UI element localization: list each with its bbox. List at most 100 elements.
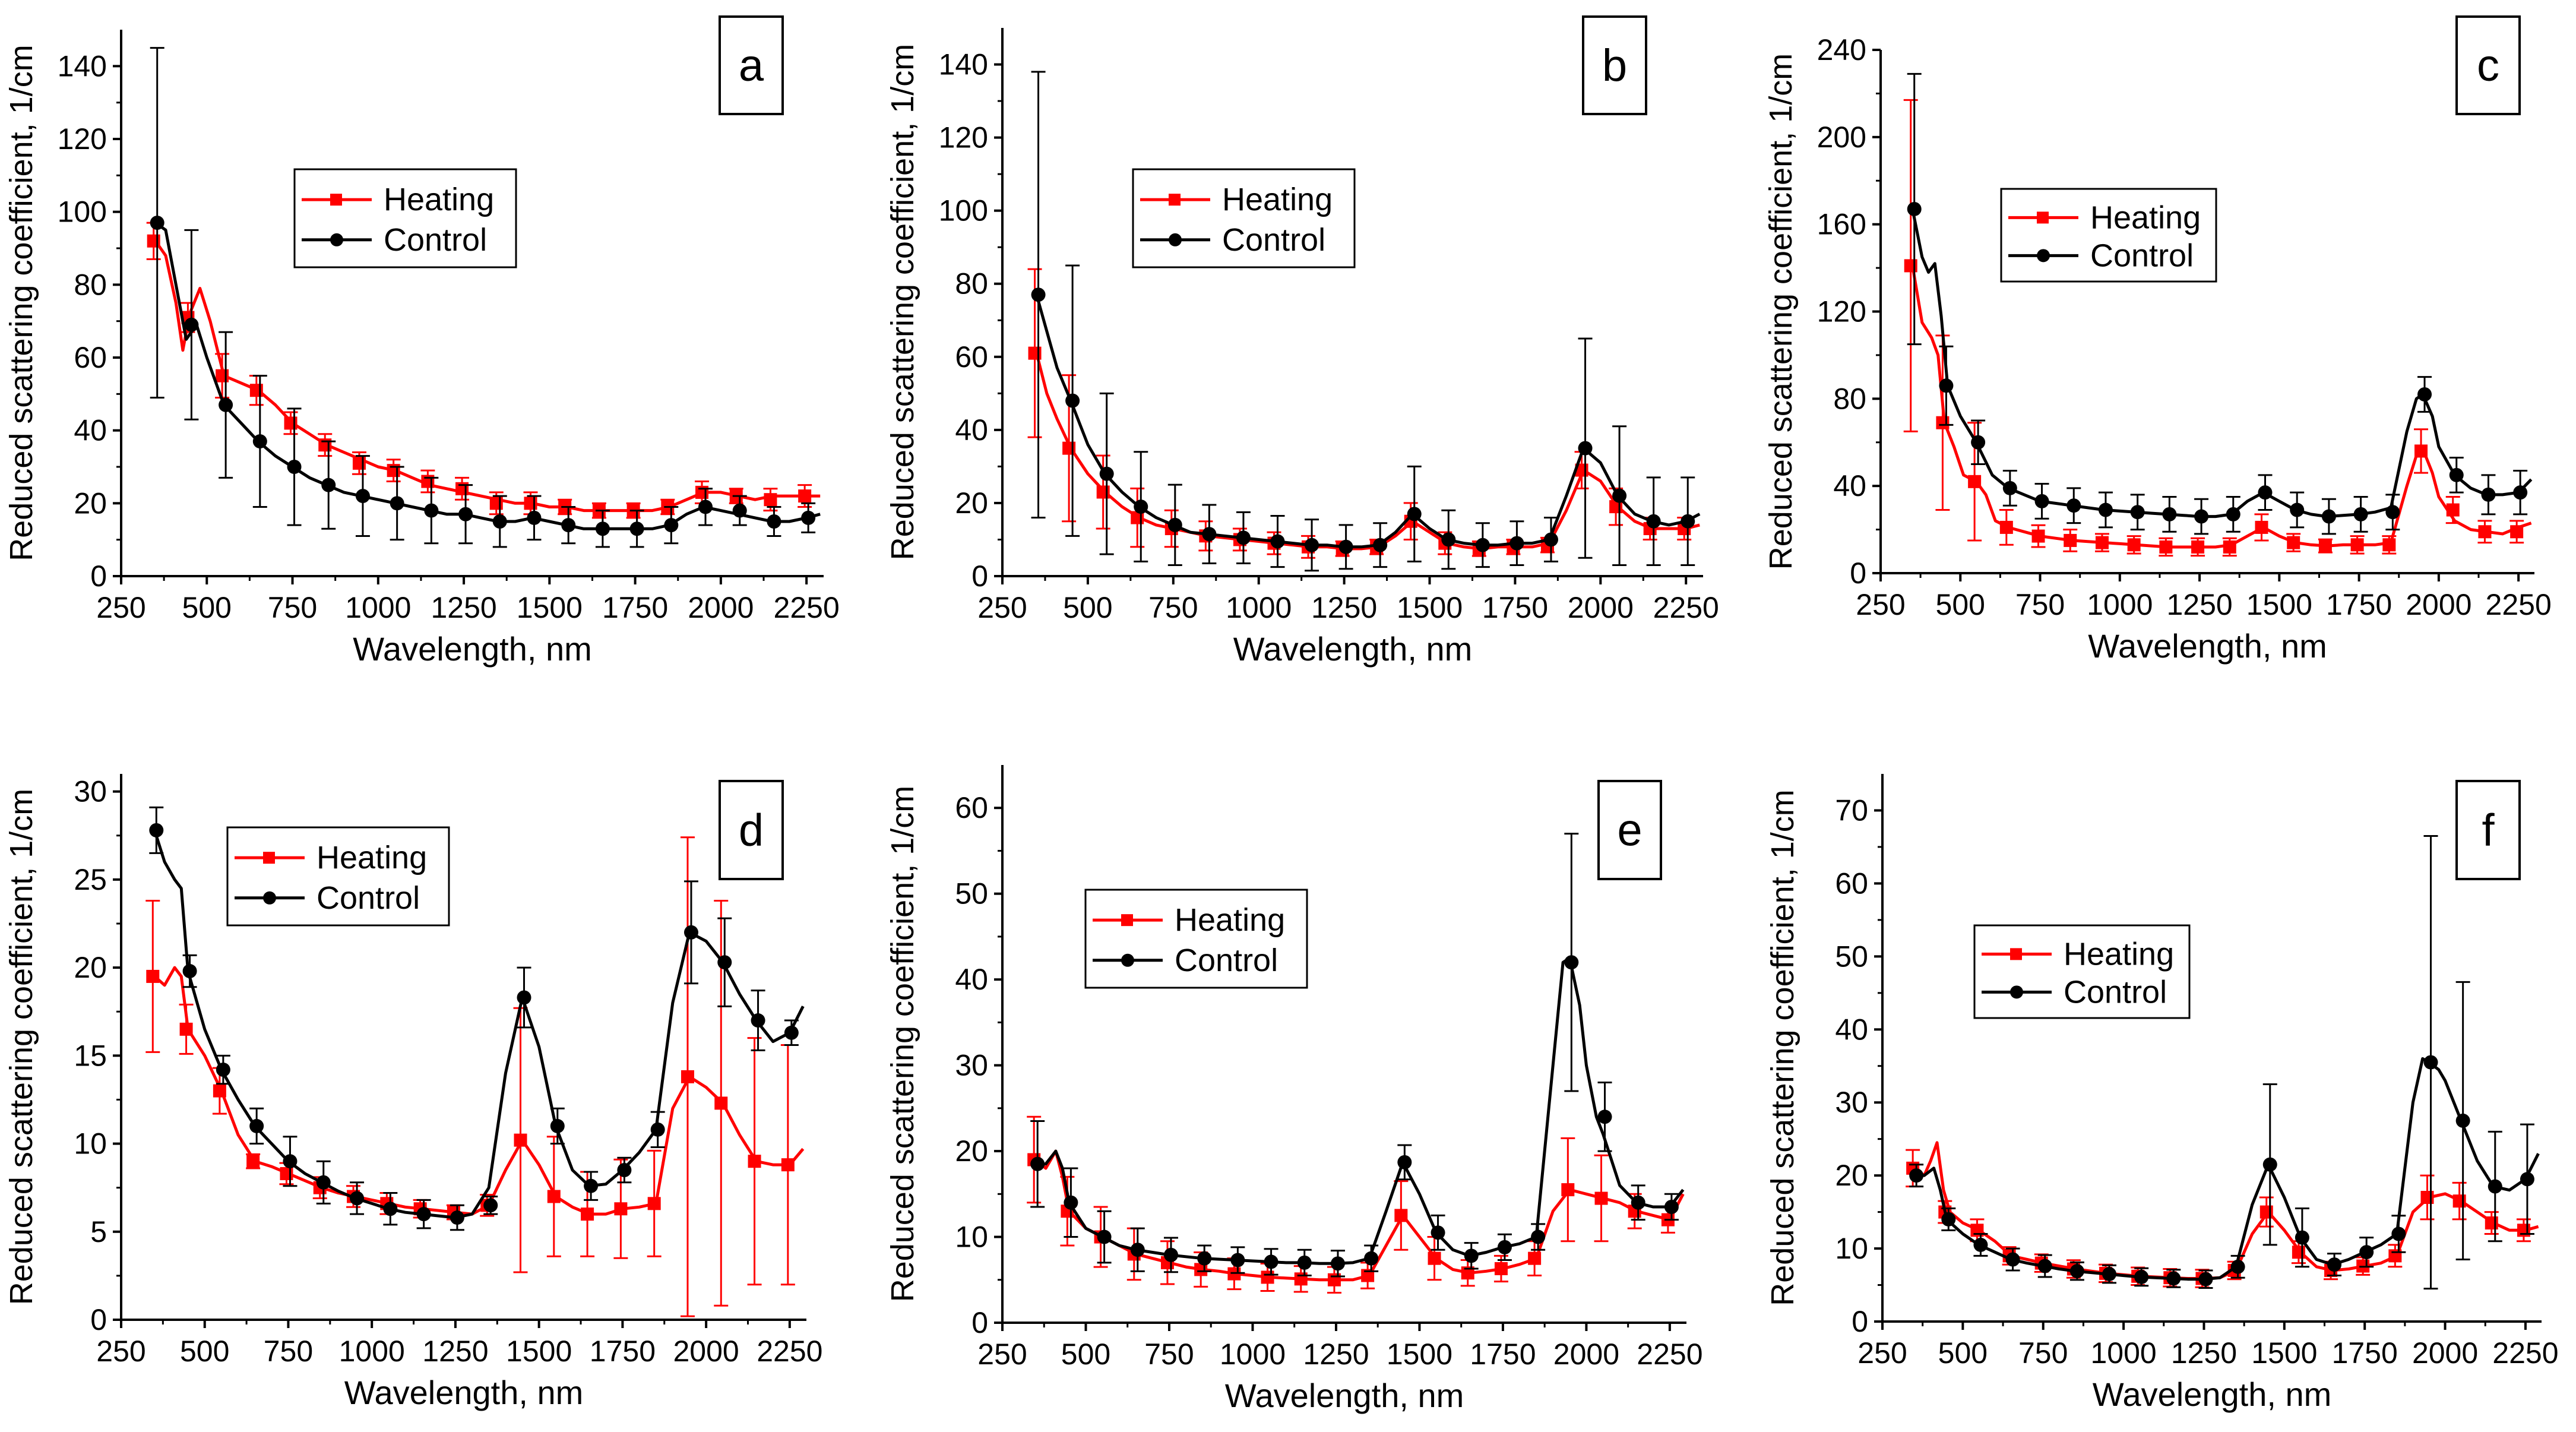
- y-tick-label: 20: [955, 486, 988, 520]
- legend-swatch-circle: [1169, 233, 1182, 246]
- data-point-circle: [717, 955, 732, 970]
- data-point-circle: [1631, 1195, 1645, 1210]
- x-tick-label: 1250: [1311, 591, 1377, 624]
- legend-box: [226, 826, 450, 927]
- x-tick-label: 500: [1938, 1336, 1988, 1370]
- y-tick-label: 0: [90, 559, 107, 593]
- panel-d: 250 500 750 1000 1250 1500 1750 2000 2250 0 5 10 15 2…: [4, 774, 822, 1411]
- panel-label: c: [2477, 40, 2499, 91]
- data-point-circle: [355, 489, 370, 504]
- x-tick-label: 500: [1063, 591, 1112, 624]
- x-tick-label: 1000: [339, 1335, 405, 1368]
- x-tick-label: 2000: [2412, 1336, 2478, 1370]
- data-point-circle: [751, 1013, 765, 1028]
- data-point-square: [2414, 444, 2428, 458]
- x-axis-title: Wavelength, nm: [2093, 1376, 2332, 1413]
- data-point-circle: [492, 514, 507, 529]
- data-point-square: [2382, 538, 2396, 552]
- data-point-square: [1594, 1191, 1608, 1205]
- legend-label: Heating: [384, 182, 494, 217]
- x-tick-label: 250: [96, 591, 145, 624]
- data-point-square: [2478, 525, 2492, 539]
- x-tick-label: 250: [1856, 588, 1905, 621]
- data-point-circle: [1099, 466, 1114, 481]
- x-tick-label: 2250: [774, 591, 840, 624]
- data-point-circle: [617, 1163, 632, 1178]
- y-tick-label: 40: [955, 413, 988, 447]
- data-point-square: [1970, 1224, 1984, 1237]
- series-control: [1030, 833, 1685, 1278]
- data-point-circle: [2130, 505, 2145, 520]
- y-tick-label: 120: [939, 121, 988, 154]
- data-point-circle: [1431, 1225, 1445, 1240]
- x-tick-label: 750: [1144, 1338, 1194, 1371]
- data-point-circle: [1578, 441, 1593, 456]
- data-point-square: [2452, 1194, 2466, 1208]
- data-point-square: [2420, 1191, 2434, 1205]
- data-point-square: [2031, 529, 2045, 543]
- legend-label: Heating: [317, 840, 427, 875]
- data-point-circle: [1030, 1156, 1045, 1171]
- data-point-square: [748, 1155, 761, 1168]
- data-point-square: [146, 969, 160, 983]
- panel-label-box: [719, 780, 784, 880]
- y-tick-label: 0: [90, 1303, 107, 1336]
- data-point-circle: [390, 496, 404, 511]
- x-axis-title: Wavelength, nm: [344, 1374, 584, 1411]
- data-point-circle: [527, 510, 542, 525]
- data-point-circle: [150, 216, 164, 230]
- x-tick-label: 1500: [517, 591, 583, 624]
- y-axis-title: Reduced scattering coefficient, 1/cm: [885, 786, 920, 1302]
- y-tick-label: 10: [955, 1221, 988, 1254]
- x-tick-label: 2250: [2486, 588, 2552, 621]
- data-point-circle: [219, 397, 233, 412]
- series-heating: [1906, 1141, 2539, 1288]
- legend-swatch-circle: [1121, 953, 1134, 967]
- panel-label: f: [2482, 805, 2495, 856]
- panel-label: a: [739, 40, 764, 91]
- legend-label: Control: [1222, 222, 1325, 258]
- data-point-circle: [732, 503, 747, 518]
- x-tick-label: 1500: [2251, 1336, 2317, 1370]
- data-point-square: [213, 1084, 226, 1098]
- data-point-square: [2223, 540, 2236, 554]
- data-point-circle: [2262, 1157, 2277, 1172]
- data-point-circle: [2455, 1113, 2470, 1128]
- data-point-circle: [550, 1118, 565, 1133]
- y-tick-label: 10: [74, 1127, 107, 1161]
- data-point-circle: [2449, 467, 2464, 482]
- data-point-circle: [1167, 517, 1182, 532]
- data-point-circle: [2005, 1252, 2020, 1267]
- data-point-square: [614, 1202, 628, 1216]
- x-tick-label: 1250: [422, 1335, 488, 1368]
- legend-swatch-circle: [263, 891, 276, 905]
- data-point-circle: [249, 1118, 264, 1133]
- data-point-square: [1096, 485, 1110, 499]
- legend-label: Control: [1175, 943, 1278, 978]
- x-tick-label: 2000: [1553, 1338, 1619, 1371]
- data-point-circle: [683, 925, 698, 940]
- data-point-square: [2517, 1224, 2530, 1237]
- y-tick-label: 120: [58, 122, 107, 156]
- data-point-circle: [1597, 1109, 1612, 1124]
- x-tick-label: 1000: [1220, 1338, 1286, 1371]
- series-heating: [1027, 1115, 1685, 1294]
- data-point-square: [1528, 1251, 1542, 1265]
- data-point-square: [647, 1197, 661, 1210]
- data-point-circle: [483, 1198, 498, 1213]
- data-point-circle: [1064, 1195, 1078, 1210]
- x-tick-label: 2000: [688, 591, 754, 624]
- legend-swatch-square: [2010, 948, 2022, 960]
- y-tick-label: 50: [1835, 940, 1868, 973]
- legend-swatch-circle: [2010, 985, 2023, 999]
- data-point-circle: [149, 823, 164, 837]
- y-tick-label: 10: [1835, 1232, 1868, 1265]
- panel-c: 250 500 750 1000 1250 1500 1750 2000 2250 0 40 80 12…: [1763, 15, 2552, 665]
- legend-label: Control: [384, 222, 487, 258]
- panel-label: d: [739, 805, 764, 856]
- x-tick-label: 2250: [1637, 1338, 1702, 1371]
- x-tick-label: 1250: [1303, 1338, 1369, 1371]
- x-tick-label: 2250: [2492, 1336, 2558, 1370]
- data-point-circle: [1397, 1155, 1412, 1169]
- panel-f: 250 500 750 1000 1250 1500 1750 2000 2250 0 10 20 30…: [1765, 774, 2559, 1413]
